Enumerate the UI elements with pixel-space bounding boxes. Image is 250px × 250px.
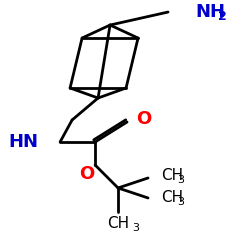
Text: NH: NH	[195, 3, 225, 21]
Text: O: O	[80, 165, 95, 183]
Text: 3: 3	[132, 223, 139, 233]
Text: CH: CH	[161, 168, 183, 184]
Text: HN: HN	[8, 133, 38, 151]
Text: CH: CH	[107, 216, 129, 232]
Text: CH: CH	[161, 190, 183, 206]
Text: O: O	[136, 110, 151, 128]
Text: 3: 3	[177, 175, 184, 185]
Text: 3: 3	[177, 197, 184, 207]
Text: 2: 2	[218, 10, 227, 22]
